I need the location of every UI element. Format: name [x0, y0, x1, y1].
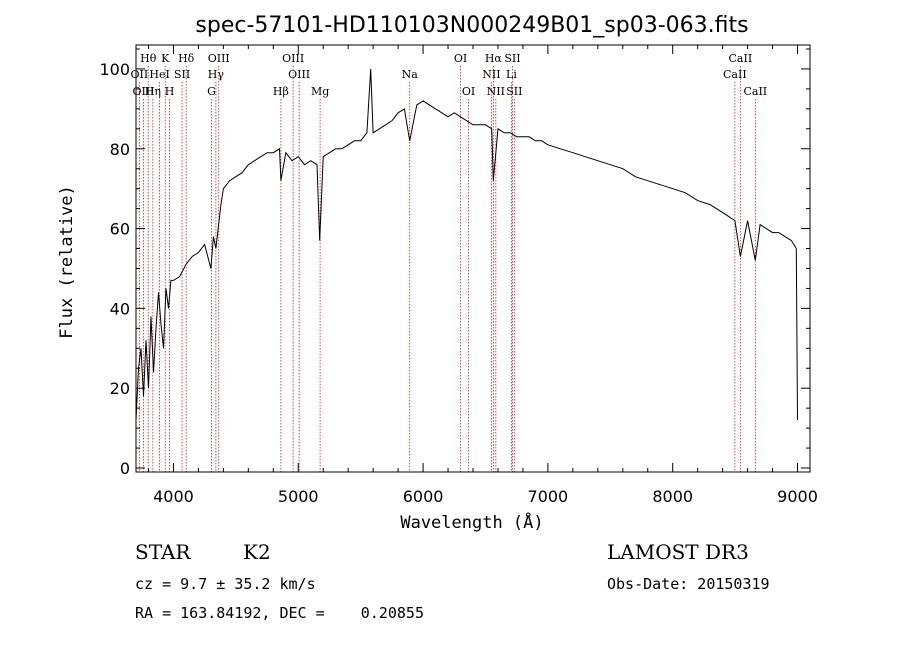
line-label: OII [131, 68, 149, 81]
line-label: HeI [149, 68, 169, 81]
object-class: STAR [135, 540, 191, 564]
spectral-line-markers [138, 66, 756, 472]
redshift-velocity: cz = 9.7 ± 35.2 km/s [135, 575, 316, 593]
x-axis-ticks: 4000 5000 6000 7000 8000 9000 [147, 45, 818, 506]
y-tick-label: 40 [110, 299, 130, 318]
line-label: Hβ [273, 85, 289, 98]
y-axis-label: Flux (relative) [57, 185, 77, 339]
line-label: Hθ [140, 52, 157, 65]
y-tick-label: 20 [110, 379, 130, 398]
line-label: OIII [288, 68, 310, 81]
line-label: Hγ [208, 68, 225, 81]
coordinates: RA = 163.84192, DEC = 0.20855 [135, 604, 424, 622]
x-tick-label: 5000 [278, 487, 319, 506]
line-label: SII [506, 85, 522, 98]
observation-date: Obs-Date: 20150319 [607, 575, 770, 593]
spectral-line-labels: Hθ OII OIII K HeI Hη SII H Hδ OIII Hγ G OIII OIII Hβ Mg… [131, 52, 768, 98]
line-label: SII [174, 68, 190, 81]
line-label: NII [482, 68, 500, 81]
y-tick-label: 0 [120, 459, 130, 478]
line-label: SII [504, 52, 520, 65]
line-label: Li [506, 68, 517, 81]
line-label: CaII [729, 52, 753, 65]
plot-frame [135, 44, 811, 473]
line-label: OI [462, 85, 475, 98]
line-label: G [207, 85, 216, 98]
chart-title: spec-57101-HD110103N000249B01_sp03-063.f… [195, 13, 748, 38]
x-tick-label: 8000 [652, 487, 693, 506]
x-axis-label: Wavelength (Å) [400, 511, 543, 533]
line-label: Na [402, 68, 419, 81]
x-tick-label: 9000 [777, 487, 818, 506]
y-tick-label: 100 [99, 60, 130, 79]
y-axis-ticks: 0 20 40 60 80 100 [99, 48, 810, 478]
line-label: CaII [723, 68, 747, 81]
line-label: Mg [311, 85, 329, 98]
spectrum-line [135, 68, 798, 421]
x-tick-label: 7000 [528, 487, 569, 506]
object-subclass: K2 [243, 540, 271, 564]
y-tick-label: 60 [110, 220, 130, 239]
line-label: Hη [145, 85, 161, 98]
line-label: K [161, 52, 170, 65]
line-label: CaII [743, 85, 767, 98]
line-label: OI [454, 52, 467, 65]
x-tick-label: 4000 [153, 487, 194, 506]
line-label: H [165, 85, 175, 98]
line-label: Hδ [178, 52, 195, 65]
survey-name: LAMOST DR3 [607, 540, 749, 564]
line-label: OIII [132, 85, 154, 98]
line-label: Hα [485, 52, 503, 65]
y-tick-label: 80 [110, 140, 130, 159]
line-label: NII [487, 85, 505, 98]
line-label: OIII [282, 52, 304, 65]
x-tick-label: 6000 [403, 487, 444, 506]
line-label: OIII [208, 52, 230, 65]
